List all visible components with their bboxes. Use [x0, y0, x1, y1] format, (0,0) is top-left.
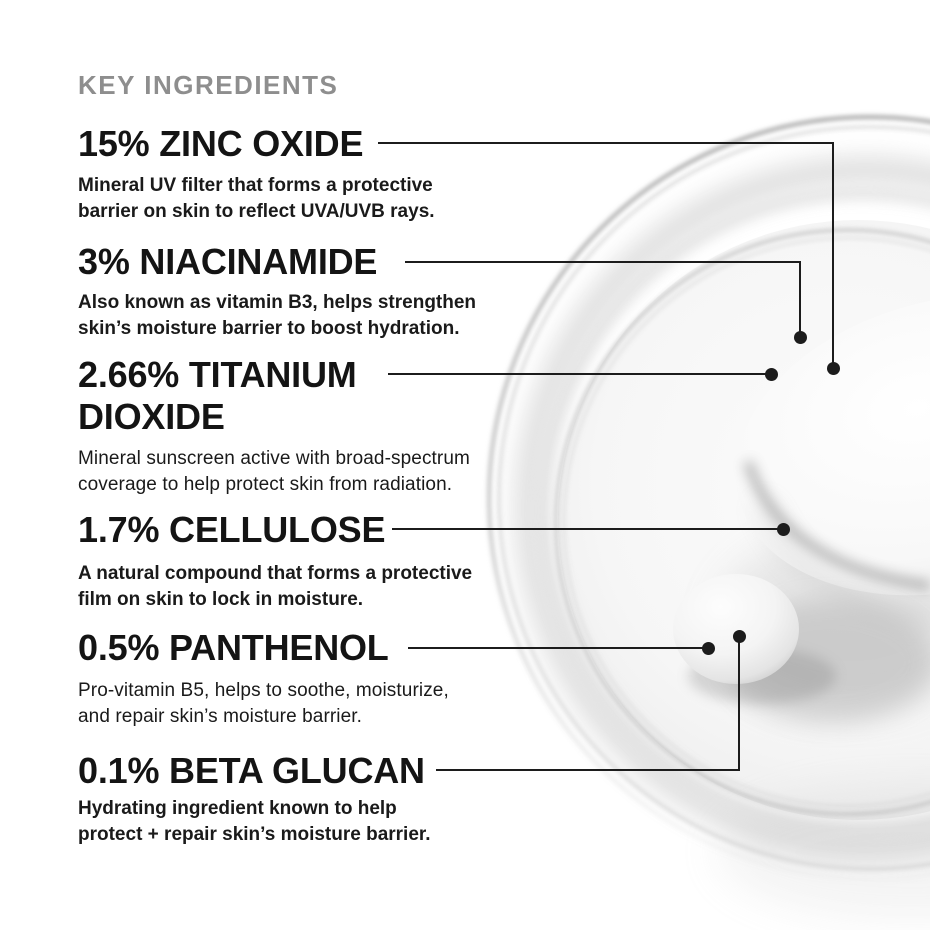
heading-titanium-dioxide-line2: DIOXIDE	[78, 396, 225, 437]
heading-niacinamide: 3% NIACINAMIDE	[78, 241, 377, 283]
heading-titanium-dioxide: 2.66% TITANIUM DIOXIDE	[78, 354, 357, 438]
cream-dollop-edge-shadow	[743, 460, 930, 591]
heading-beta-glucan-line1: 0.1% BETA GLUCAN	[78, 750, 425, 791]
heading-cellulose: 1.7% CELLULOSE	[78, 509, 385, 551]
heading-panthenol: 0.5% PANTHENOL	[78, 627, 389, 669]
desc-panthenol-line1: Pro-vitamin B5, helps to soothe, moistur…	[78, 680, 449, 701]
marker-dot-niacinamide	[794, 331, 807, 344]
marker-dot-panthenol	[702, 642, 715, 655]
page-title: KEY INGREDIENTS	[78, 70, 339, 100]
desc-panthenol-line2: and repair skin’s moisture barrier.	[78, 706, 363, 727]
leader-line-niacinamide-horizontal	[405, 261, 800, 263]
desc-beta-glucan-line1: Hydrating ingredient known to help	[78, 798, 397, 819]
heading-beta-glucan: 0.1% BETA GLUCAN	[78, 750, 425, 792]
marker-dot-titanium-dioxide	[765, 368, 778, 381]
desc-cellulose-line1: A natural compound that forms a protecti…	[78, 563, 473, 584]
desc-zinc-oxide-line2: barrier on skin to reflect UVA/UVB rays.	[78, 201, 435, 222]
leader-line-beta-glucan-vertical	[738, 636, 740, 771]
desc-zinc-oxide-line1: Mineral UV filter that forms a protectiv…	[78, 175, 433, 196]
cream-ball	[673, 574, 799, 684]
leader-line-niacinamide-vertical	[799, 261, 801, 338]
leader-line-zinc-oxide-vertical	[832, 142, 834, 369]
heading-niacinamide-line1: 3% NIACINAMIDE	[78, 241, 378, 282]
heading-cellulose-line1: 1.7% CELLULOSE	[78, 509, 386, 550]
leader-line-panthenol	[408, 647, 703, 649]
marker-dot-cellulose	[777, 523, 790, 536]
leader-line-zinc-oxide-horizontal	[378, 142, 834, 144]
dish-drop-shadow	[717, 784, 930, 920]
cream-dollop-edge-glow	[754, 498, 930, 626]
leader-line-beta-glucan-horizontal	[436, 769, 740, 771]
marker-dot-zinc-oxide	[827, 362, 840, 375]
desc-cellulose-line2: film on skin to lock in moisture.	[78, 589, 364, 610]
heading-panthenol-line1: 0.5% PANTHENOL	[78, 627, 389, 668]
desc-zinc-oxide: Mineral UV filter that forms a protectiv…	[78, 173, 435, 225]
desc-niacinamide: Also known as vitamin B3, helps strength…	[78, 290, 476, 342]
desc-titanium-dioxide: Mineral sunscreen active with broad-spec…	[78, 446, 470, 498]
desc-titanium-dioxide-line1: Mineral sunscreen active with broad-spec…	[78, 448, 470, 469]
heading-zinc-oxide: 15% ZINC OXIDE	[78, 123, 363, 165]
heading-titanium-dioxide-line1: 2.66% TITANIUM	[78, 354, 357, 395]
desc-titanium-dioxide-line2: coverage to help protect skin from radia…	[78, 474, 453, 495]
desc-beta-glucan-line2: protect + repair skin’s moisture barrier…	[78, 824, 431, 845]
desc-beta-glucan: Hydrating ingredient known to help prote…	[78, 796, 431, 848]
marker-dot-beta-glucan	[733, 630, 746, 643]
desc-cellulose: A natural compound that forms a protecti…	[78, 561, 472, 613]
desc-niacinamide-line1: Also known as vitamin B3, helps strength…	[78, 292, 477, 313]
heading-zinc-oxide-line1: 15% ZINC OXIDE	[78, 123, 364, 164]
desc-niacinamide-line2: skin’s moisture barrier to boost hydrati…	[78, 318, 460, 339]
leader-line-titanium-dioxide	[388, 373, 766, 375]
cream-dollop	[735, 294, 930, 596]
desc-panthenol: Pro-vitamin B5, helps to soothe, moistur…	[78, 678, 449, 730]
leader-line-cellulose	[392, 528, 778, 530]
